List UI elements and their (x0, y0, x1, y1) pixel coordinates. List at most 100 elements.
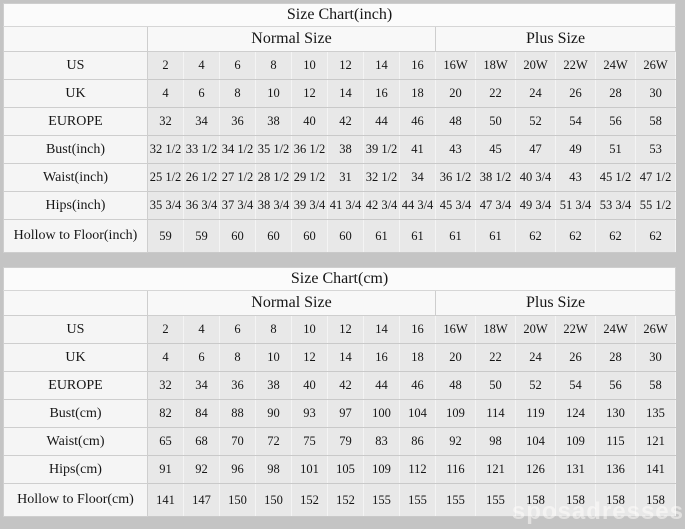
size-cell: 98 (475, 427, 516, 456)
size-cell: 61 (363, 219, 400, 253)
size-cell: 12 (327, 51, 364, 80)
size-cell: 50 (475, 371, 516, 400)
size-cell: 60 (219, 219, 256, 253)
size-cell: 47 3/4 (475, 191, 516, 220)
size-cell: 28 1/2 (255, 163, 292, 192)
size-cell: 79 (327, 427, 364, 456)
table-row: Waist(inch) 25 1/2 26 1/2 27 1/2 28 1/2 … (3, 163, 677, 192)
size-cell: 30 (634, 79, 677, 108)
size-cell: 30 (634, 343, 677, 372)
size-cell: 104 (515, 427, 556, 456)
group-header-row: Normal Size Plus Size (3, 26, 677, 52)
size-cell: 26 (555, 343, 596, 372)
size-cell: 100 (363, 399, 400, 428)
size-cell: 14 (327, 79, 364, 108)
size-cell: 92 (435, 427, 476, 456)
table-row: EUROPE 32 34 36 38 40 42 44 46 48 50 52 … (3, 371, 677, 400)
size-cell: 61 (475, 219, 516, 253)
size-cell: 141 (634, 455, 677, 484)
size-cell: 58 (634, 371, 677, 400)
size-cell: 58 (634, 107, 677, 136)
size-cell: 47 (515, 135, 556, 164)
size-cell: 150 (219, 483, 256, 517)
size-cell: 51 (595, 135, 636, 164)
size-cell: 114 (475, 399, 516, 428)
row-label: Waist(cm) (3, 427, 148, 456)
size-cell: 147 (183, 483, 220, 517)
size-cell: 60 (291, 219, 328, 253)
size-cell: 62 (595, 219, 636, 253)
size-cell: 46 (399, 107, 436, 136)
size-cell: 35 1/2 (255, 135, 292, 164)
size-cell: 112 (399, 455, 436, 484)
size-cell: 47 1/2 (634, 163, 677, 192)
size-cell: 34 1/2 (219, 135, 256, 164)
row-label: Hips(inch) (3, 191, 148, 220)
size-cell: 22 (475, 343, 516, 372)
size-cell: 26W (634, 315, 677, 344)
size-cell: 49 (555, 135, 596, 164)
size-cell: 50 (475, 107, 516, 136)
size-cell: 155 (399, 483, 436, 517)
table-row: US 2 4 6 8 10 12 14 16 16W 18W 20W 22W 2… (3, 51, 677, 80)
size-cell: 38 (255, 107, 292, 136)
size-cell: 60 (255, 219, 292, 253)
size-cell: 56 (595, 107, 636, 136)
size-cell: 16W (435, 315, 476, 344)
row-label: EUROPE (3, 107, 148, 136)
table-row: Bust(inch) 32 1/2 33 1/2 34 1/2 35 1/2 3… (3, 135, 677, 164)
size-cell: 6 (219, 51, 256, 80)
size-cell: 105 (327, 455, 364, 484)
size-cell: 36 (219, 107, 256, 136)
size-cell: 16 (399, 315, 436, 344)
size-cell: 33 1/2 (183, 135, 220, 164)
size-cell: 126 (515, 455, 556, 484)
size-cell: 53 (634, 135, 677, 164)
size-cell: 150 (255, 483, 292, 517)
row-label: US (3, 51, 148, 80)
size-cell: 40 (291, 371, 328, 400)
size-cell: 55 1/2 (634, 191, 677, 220)
size-cell: 155 (363, 483, 400, 517)
size-cell: 10 (291, 315, 328, 344)
size-cell: 82 (147, 399, 184, 428)
size-cell: 152 (327, 483, 364, 517)
size-cell: 115 (595, 427, 636, 456)
row-label: Bust(inch) (3, 135, 148, 164)
size-cell: 26 (555, 79, 596, 108)
table-row: Hollow to Floor(cm) 141 147 150 150 152 … (3, 483, 677, 517)
size-cell: 39 1/2 (363, 135, 400, 164)
size-cell: 34 (183, 107, 220, 136)
size-cell: 155 (435, 483, 476, 517)
size-cell: 158 (634, 483, 677, 517)
table-row: EUROPE 32 34 36 38 40 42 44 46 48 50 52 … (3, 107, 677, 136)
table-row: US 2 4 6 8 10 12 14 16 16W 18W 20W 22W 2… (3, 315, 677, 344)
size-chart-inch-table: Size Chart(inch) Normal Size Plus Size U… (2, 3, 677, 253)
size-cell: 12 (291, 343, 328, 372)
size-cell: 59 (147, 219, 184, 253)
size-cell: 90 (255, 399, 292, 428)
size-cell: 44 3/4 (399, 191, 436, 220)
size-cell: 158 (515, 483, 556, 517)
size-cell: 20 (435, 343, 476, 372)
size-cell: 44 (363, 107, 400, 136)
size-cell: 22W (555, 315, 596, 344)
size-cell: 91 (147, 455, 184, 484)
size-cell: 62 (515, 219, 556, 253)
size-chart-cm-table: Size Chart(cm) Normal Size Plus Size US … (2, 267, 677, 517)
size-cell: 24 (515, 343, 556, 372)
size-cell: 124 (555, 399, 596, 428)
size-cell: 37 3/4 (219, 191, 256, 220)
row-label: Hollow to Floor(cm) (3, 483, 148, 517)
size-cell: 56 (595, 371, 636, 400)
size-cell: 4 (147, 343, 184, 372)
group-header-plus-size: Plus Size (434, 290, 677, 316)
size-cell: 39 3/4 (291, 191, 328, 220)
size-cell: 43 (555, 163, 596, 192)
size-cell: 109 (363, 455, 400, 484)
size-cell: 52 (515, 107, 556, 136)
size-cell: 18 (399, 343, 436, 372)
size-cell: 121 (634, 427, 677, 456)
size-cell: 121 (475, 455, 516, 484)
table-row: Hips(inch) 35 3/4 36 3/4 37 3/4 38 3/4 3… (3, 191, 677, 220)
